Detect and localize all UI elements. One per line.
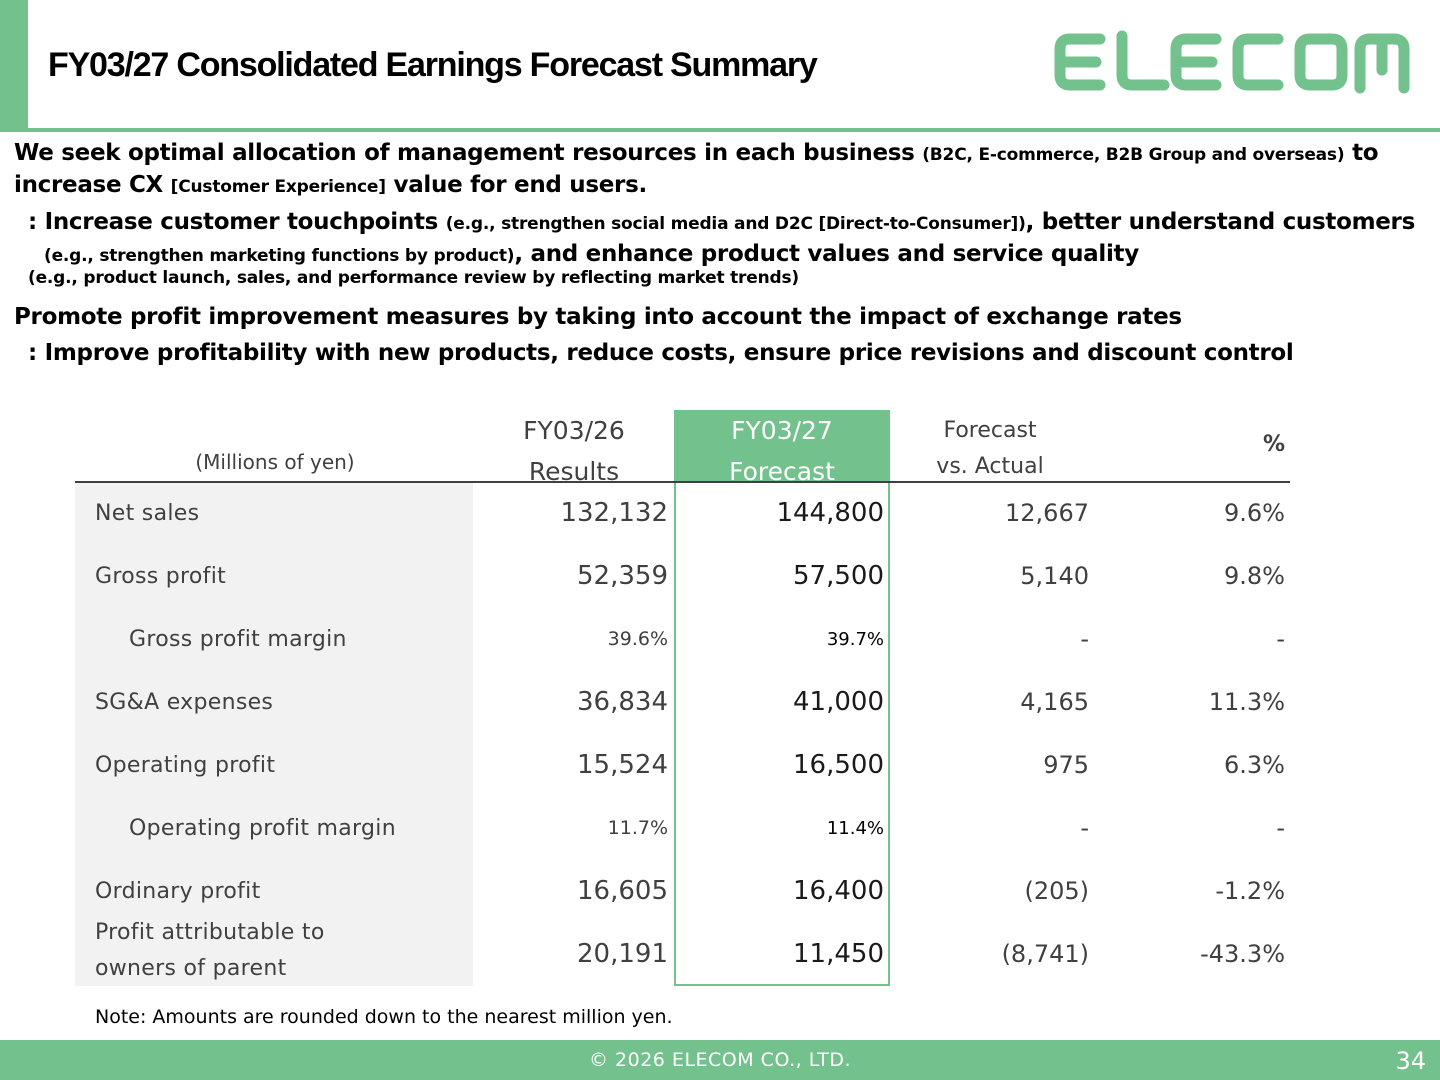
intro-text: We seek optimal allocation of management… (14, 138, 1424, 368)
row-label: Net sales (95, 501, 200, 526)
page-number: 34 (1395, 1047, 1426, 1075)
cell-percent: 9.8% (1224, 562, 1285, 590)
cell-forecast: 11,450 (793, 939, 884, 969)
cell-results: 132,132 (560, 498, 668, 528)
forecast-column-outline (674, 482, 890, 986)
row-label: Operating profit margin (129, 816, 396, 841)
cell-percent: -43.3% (1200, 940, 1285, 968)
cell-vs-actual: 4,165 (1020, 688, 1089, 716)
table-row: Net sales 132,132 144,800 12,667 9.6% (75, 482, 1290, 545)
cell-vs-actual: (8,741) (1001, 940, 1089, 968)
header-rule (0, 128, 1440, 132)
row-label: Gross profit margin (129, 627, 347, 652)
cell-forecast: 144,800 (776, 498, 884, 528)
cell-percent: -1.2% (1215, 877, 1285, 905)
paragraph-cx: We seek optimal allocation of management… (14, 140, 1379, 198)
cell-forecast: 39.7% (826, 629, 884, 650)
elecom-logo (1054, 30, 1410, 94)
table-row: Profit attributable to owners of parent … (75, 920, 1290, 986)
row-label: Gross profit (95, 564, 227, 589)
table-row: SG&A expenses 36,834 41,000 4,165 11.3% (75, 671, 1290, 734)
forecast-header-background (674, 410, 890, 482)
cell-vs-actual: 5,140 (1020, 562, 1089, 590)
cell-forecast: 16,500 (793, 750, 884, 780)
cell-results: 39.6% (607, 628, 668, 650)
cell-percent: 6.3% (1224, 751, 1285, 779)
header-forecast: FY03/27 Forecast (729, 416, 835, 486)
earnings-table: (Millions of yen) FY03/26 Results FY03/2… (75, 410, 1290, 986)
footer-bar: © 2026 ELECOM CO., LTD. 34 (0, 1040, 1440, 1080)
label-column-background (75, 482, 473, 986)
cell-forecast: 11.4% (826, 818, 884, 839)
paragraph-profit-measures: Promote profit improvement measures by t… (14, 304, 1182, 330)
header-forecast-vs-actual: Forecast vs. Actual (936, 418, 1044, 479)
cell-results: 11.7% (607, 817, 668, 839)
accent-bar (0, 0, 28, 130)
cell-percent: - (1276, 814, 1285, 842)
cell-percent: - (1276, 625, 1285, 653)
cell-results: 20,191 (577, 939, 668, 969)
cell-results: 16,605 (577, 876, 668, 906)
row-label: Ordinary profit (95, 879, 261, 904)
header-divider (75, 481, 1290, 483)
cell-vs-actual: - (1080, 814, 1089, 842)
row-label: Operating profit (95, 753, 276, 778)
header-percent: % (1262, 432, 1285, 457)
cell-vs-actual: 12,667 (1005, 499, 1089, 527)
cell-vs-actual: - (1080, 625, 1089, 653)
cell-results: 15,524 (577, 750, 668, 780)
cell-results: 52,359 (577, 561, 668, 591)
table-row: Operating profit 15,524 16,500 975 6.3% (75, 734, 1290, 797)
footnote: Note: Amounts are rounded down to the ne… (95, 1006, 673, 1028)
units-label: (Millions of yen) (195, 450, 355, 474)
table-row: Gross profit 52,359 57,500 5,140 9.8% (75, 545, 1290, 608)
paragraph-profitability: : Improve profitability with new product… (28, 340, 1294, 366)
cell-vs-actual: (205) (1024, 877, 1089, 905)
header-results: FY03/26 Results (523, 416, 625, 486)
cell-percent: 9.6% (1224, 499, 1285, 527)
table-row: Operating profit margin 11.7% 11.4% - - (75, 797, 1290, 860)
row-label: SG&A expenses (95, 690, 274, 715)
cell-vs-actual: 975 (1043, 751, 1089, 779)
table-row: Gross profit margin 39.6% 39.7% - - (75, 608, 1290, 671)
copyright-text: © 2026 ELECOM CO., LTD. (589, 1049, 851, 1071)
paragraph-touchpoints: : Increase customer touchpoints (e.g., s… (28, 209, 1415, 288)
table-row: Ordinary profit 16,605 16,400 (205) -1.2… (75, 860, 1290, 923)
page-title: FY03/27 Consolidated Earnings Forecast S… (48, 46, 818, 84)
cell-percent: 11.3% (1208, 688, 1285, 716)
cell-results: 36,834 (577, 687, 668, 717)
row-label: Profit attributable to owners of parent (95, 920, 325, 981)
cell-forecast: 41,000 (793, 687, 884, 717)
cell-forecast: 57,500 (793, 561, 884, 591)
cell-forecast: 16,400 (793, 876, 884, 906)
